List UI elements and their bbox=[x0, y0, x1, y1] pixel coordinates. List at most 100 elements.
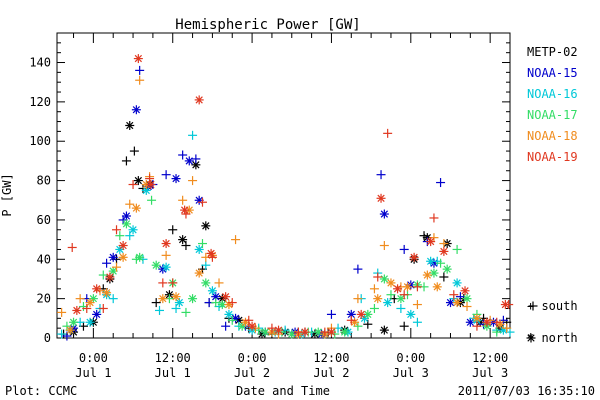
south-point bbox=[147, 195, 157, 205]
north-point bbox=[72, 305, 82, 315]
north-point bbox=[383, 298, 393, 308]
x-tick-time-label: 12:00 bbox=[313, 351, 349, 365]
north-point bbox=[194, 95, 204, 105]
x-tick-date-label: Jul 1 bbox=[75, 366, 111, 380]
south-point bbox=[528, 301, 538, 311]
y-tick-label: 20 bbox=[37, 292, 51, 306]
south-point bbox=[108, 294, 118, 304]
x-tick-time-label: 12:00 bbox=[472, 351, 508, 365]
south-point bbox=[399, 244, 409, 254]
south-point bbox=[369, 303, 379, 313]
x-tick-date-label: Jul 3 bbox=[393, 366, 429, 380]
plot-frame bbox=[56, 32, 511, 339]
south-point bbox=[386, 290, 396, 300]
south-point bbox=[439, 272, 449, 282]
south-point bbox=[158, 278, 168, 288]
south-point bbox=[353, 264, 363, 274]
footer-timestamp: 2011/07/03 16:35:10 bbox=[458, 384, 595, 398]
north-point bbox=[482, 317, 492, 327]
north-point bbox=[224, 309, 234, 319]
south-point bbox=[396, 303, 406, 313]
north-point bbox=[131, 203, 141, 213]
x-tick-date-label: Jul 1 bbox=[155, 366, 191, 380]
north-point bbox=[135, 252, 145, 262]
legend-entry: METP-02 bbox=[527, 45, 578, 59]
north-point bbox=[151, 260, 161, 270]
south-point bbox=[112, 262, 122, 272]
north-point bbox=[105, 272, 115, 282]
x-tick-date-label: Jul 2 bbox=[313, 366, 349, 380]
south-point bbox=[102, 258, 112, 268]
south-point bbox=[197, 239, 207, 249]
north-point bbox=[121, 211, 131, 221]
north-point bbox=[69, 317, 79, 327]
south-point bbox=[231, 235, 241, 245]
y-tick-label: 140 bbox=[29, 56, 51, 70]
north-point bbox=[462, 294, 472, 304]
south-point bbox=[168, 225, 178, 235]
north-point bbox=[300, 327, 310, 337]
north-point bbox=[206, 248, 216, 258]
south-point bbox=[452, 244, 462, 254]
north-point bbox=[146, 180, 156, 190]
south-point bbox=[125, 199, 135, 209]
y-axis: 0 20 40 60 80 100 120 140 bbox=[29, 32, 510, 345]
north-point bbox=[393, 284, 403, 294]
legend-north-marker: * north bbox=[527, 331, 578, 345]
north-point bbox=[201, 278, 211, 288]
south-point bbox=[82, 303, 92, 313]
legend: METP-02 NOAA-15 NOAA-16 NOAA-17 NOAA-18 NOAA-… bbox=[527, 45, 578, 164]
south-point bbox=[135, 75, 145, 85]
north-point bbox=[108, 266, 118, 276]
north-point bbox=[402, 282, 412, 292]
north-point bbox=[373, 294, 383, 304]
north-point bbox=[85, 317, 95, 327]
north-point bbox=[131, 105, 141, 115]
north-point bbox=[429, 268, 439, 278]
legend-entry: NOAA-15 bbox=[527, 66, 578, 80]
north-point bbox=[500, 300, 510, 310]
north-point bbox=[178, 235, 188, 245]
south-point bbox=[412, 317, 422, 327]
south-point bbox=[115, 231, 125, 241]
south-point bbox=[98, 303, 108, 313]
north-point bbox=[247, 321, 257, 331]
south-point bbox=[399, 321, 409, 331]
south-point bbox=[191, 154, 201, 164]
legend-entry: NOAA-18 bbox=[527, 129, 578, 143]
south-point bbox=[227, 315, 237, 325]
north-point bbox=[326, 327, 336, 337]
south-point bbox=[201, 260, 211, 270]
south-point bbox=[155, 305, 165, 315]
south-point bbox=[492, 317, 502, 327]
north-point bbox=[363, 309, 373, 319]
north-point bbox=[439, 246, 449, 256]
south-point bbox=[188, 176, 198, 186]
south-point bbox=[436, 178, 446, 188]
north-point bbox=[108, 252, 118, 262]
north-point bbox=[452, 298, 462, 308]
x-tick-time-label: 0:00 bbox=[79, 351, 108, 365]
y-tick-label: 0 bbox=[44, 331, 51, 345]
north-point bbox=[221, 292, 231, 302]
south-point bbox=[472, 321, 482, 331]
south-point bbox=[168, 278, 178, 288]
legend-entry: NOAA-19 bbox=[527, 150, 578, 164]
north-point bbox=[133, 54, 143, 64]
footer-plot-credit: Plot: CCMC bbox=[5, 384, 77, 398]
south-point bbox=[492, 327, 502, 337]
south-point bbox=[267, 323, 277, 333]
south-point bbox=[57, 329, 67, 339]
north-point bbox=[118, 252, 128, 262]
north-point bbox=[472, 313, 482, 323]
south-point bbox=[214, 278, 224, 288]
south-point bbox=[221, 321, 231, 331]
x-tick-time-label: 0:00 bbox=[396, 351, 425, 365]
north-point bbox=[379, 274, 389, 284]
y-tick-label: 80 bbox=[37, 174, 51, 188]
north-point bbox=[158, 294, 168, 304]
north-point bbox=[426, 237, 436, 247]
y-tick-label: 40 bbox=[37, 252, 51, 266]
north-point bbox=[180, 205, 190, 215]
